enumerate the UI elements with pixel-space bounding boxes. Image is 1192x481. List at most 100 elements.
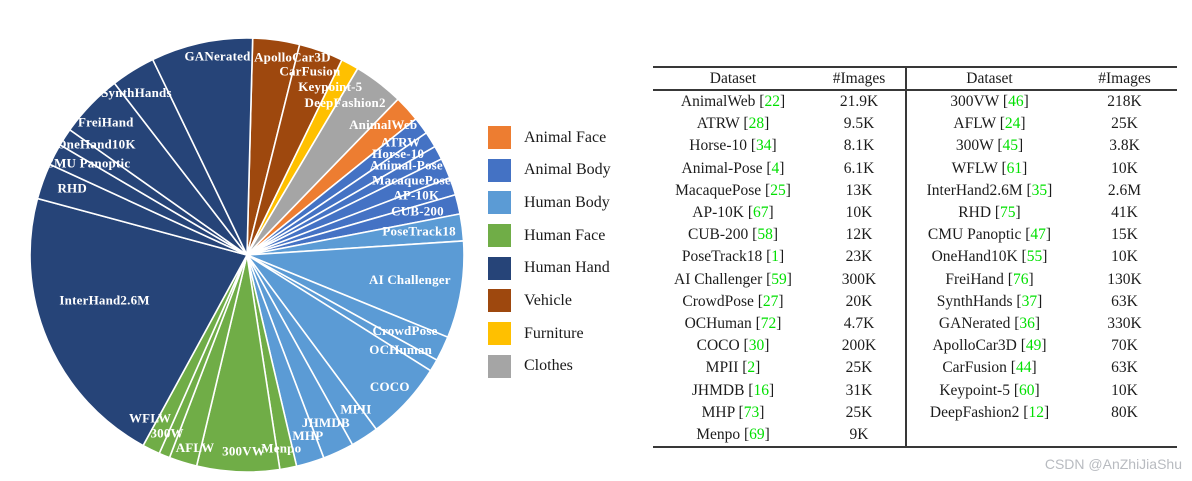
dataset-cell-ai-challenger: AI Challenger [59]: [674, 270, 792, 288]
legend-swatch-human-body: [488, 191, 511, 215]
legend-label-furniture: Furniture: [524, 324, 584, 342]
images-cell-horse-10: 8.1K: [843, 137, 875, 155]
table-row: MacaquePose [25] 13K InterHand2.6M [35] 2.6…: [653, 179, 1177, 203]
images-cell-freihand: 130K: [1107, 270, 1142, 288]
citation-freihand: 76: [1012, 270, 1029, 288]
images-cell-ochuman: 4.7K: [843, 315, 875, 333]
pie-label-rhd: RHD: [57, 181, 87, 196]
citation-ap-10k: 67: [753, 204, 769, 222]
citation-cmu-panoptic: 47: [1030, 226, 1046, 244]
images-cell-animalweb: 21.9K: [839, 93, 879, 110]
pie-label-ochuman: OCHuman: [369, 342, 432, 357]
legend-label-clothes: Clothes: [524, 357, 573, 375]
dataset-cell-ochuman: OCHuman [72]: [684, 315, 782, 333]
dataset-cell-horse-10: Horse-10 [34]: [689, 137, 777, 155]
citation-ganerated: 36: [1019, 315, 1035, 333]
citation-mhp: 73: [743, 403, 760, 421]
pie-label-apollocar3d: ApolloCar3D: [254, 49, 331, 64]
pie-slice-interhand2-6m: [29, 197, 249, 447]
dataset-table: Dataset #Images Dataset #Images AnimalWeb […: [653, 66, 1177, 449]
pie-label-macaquepose: MacaquePose: [372, 173, 451, 188]
citation-synthhands: 37: [1021, 292, 1038, 310]
pie-label-menpo: Menpo: [261, 440, 301, 455]
citation-cub-200: 58: [757, 226, 773, 244]
pie-label-coco: COCO: [370, 379, 410, 394]
pie-slice-ai-challenger: [246, 240, 465, 339]
images-cell-cmu-panoptic: 15K: [1111, 226, 1138, 244]
pie-label-keypoint-5: Keypoint-5: [298, 79, 362, 94]
pie-label-crowdpose: CrowdPose: [372, 323, 437, 338]
images-cell-ap-10k: 10K: [845, 204, 873, 222]
dataset-cell-crowdpose: CrowdPose [27]: [682, 292, 784, 310]
pie-label-animalweb: AnimalWeb: [349, 117, 417, 132]
dataset-cell-freihand: FreiHand [76]: [905, 268, 1072, 291]
images-cell-ai-challenger: 300K: [841, 270, 877, 288]
pie-label-ai-challenger: AI Challenger: [369, 272, 451, 287]
pie-slice-ganerated: [151, 37, 254, 256]
citation-jhmdb: 16: [753, 381, 769, 399]
citation-horse-10: 34: [756, 137, 772, 155]
pie-label-aflw: AFLW: [176, 440, 215, 455]
images-cell-coco: 200K: [841, 337, 877, 355]
legend-swatch-animal-body: [488, 158, 511, 182]
table-row: ATRW [28] 9.5K AFLW [24] 25K: [653, 113, 1177, 136]
dataset-cell-wflw: WFLW [61]: [905, 157, 1072, 180]
pie-label-mhp: MHP: [292, 428, 323, 443]
legend-label-human-hand: Human Hand: [524, 259, 610, 277]
citation-mpii: 2: [747, 359, 756, 377]
images-cell-interhand2-6m: 2.6M: [1107, 181, 1142, 199]
table-row: PoseTrack18 [1] 23K OneHand10K [55] 10K: [653, 246, 1177, 269]
citation-rhd: 75: [1000, 204, 1016, 222]
watermark-text: CSDN @AnZhiJiaShu: [1044, 456, 1182, 472]
table-row: AP-10K [67] 10K RHD [75] 41K: [653, 202, 1177, 225]
pie-chart: ApolloCar3DCarFusionKeypoint-5DeepFashio…: [29, 37, 465, 473]
table-row: Menpo [69] 9K: [653, 424, 1177, 448]
dataset-cell-300vw: 300VW [46]: [905, 90, 1072, 114]
citation-coco: 30: [748, 337, 765, 355]
table-row: MPII [2] 25K CarFusion [44] 63K: [653, 357, 1177, 380]
citation-aflw: 24: [1004, 115, 1021, 133]
dataset-cell-cmu-panoptic: CMU Panoptic [47]: [905, 224, 1072, 247]
dataset-cell-mpii: MPII [2]: [705, 359, 761, 377]
table-row: CrowdPose [27] 20K SynthHands [37] 63K: [653, 290, 1177, 314]
pie-label-mpii: MPII: [340, 401, 371, 416]
pie-legend: Animal Face Animal Body Human Body Human Fa…: [488, 126, 611, 388]
table-header-images-right: #Images: [1072, 67, 1177, 91]
table-row: MHP [73] 25K DeepFashion2 [12] 80K: [653, 401, 1177, 425]
images-cell-synthhands: 63K: [1111, 292, 1138, 310]
legend-label-vehicle: Vehicle: [524, 291, 572, 309]
dataset-cell-cub-200: CUB-200 [58]: [688, 226, 778, 244]
images-cell-menpo: 9K: [849, 426, 869, 444]
pie-label-atrw: ATRW: [381, 134, 421, 149]
pie-label-ap-10k: AP-10K: [393, 188, 440, 203]
table-row: OCHuman [72] 4.7K GANerated [36] 330K: [653, 313, 1177, 336]
images-cell-rhd: 41K: [1111, 204, 1138, 222]
dataset-cell-interhand2-6m: InterHand2.6M [35]: [905, 179, 1072, 203]
pie-label-horse-10: Horse-10: [372, 146, 424, 161]
pie-label-freihand: FreiHand: [78, 114, 134, 129]
dataset-cell-coco: COCO [30]: [696, 337, 770, 355]
legend-swatch-vehicle: [488, 289, 511, 313]
pie-label-onehand10k: OneHand10K: [56, 136, 136, 151]
citation-ochuman: 72: [760, 315, 777, 333]
images-cell-crowdpose: 20K: [845, 292, 873, 310]
dataset-cell-ganerated: GANerated [36]: [905, 313, 1072, 336]
dataset-cell-animal-pose: Animal-Pose [4]: [681, 159, 785, 177]
legend-item-human-body: Human Body: [488, 191, 611, 215]
citation-macaquepose: 25: [770, 181, 786, 199]
table-row: CUB-200 [58] 12K CMU Panoptic [47] 15K: [653, 224, 1177, 247]
pie-label-jhmdb: JHMDB: [302, 415, 350, 430]
pie-label-300w: 300W: [150, 425, 183, 440]
dataset-cell-keypoint-5: Keypoint-5 [60]: [905, 379, 1072, 402]
table-header-images-left: #Images: [813, 67, 906, 91]
citation-wflw: 61: [1006, 159, 1023, 177]
dataset-table-grid: Dataset #Images Dataset #Images AnimalWeb […: [653, 66, 1177, 449]
dataset-cell-macaquepose: MacaquePose [25]: [675, 181, 791, 199]
citation-carfusion: 44: [1015, 359, 1032, 377]
images-cell-aflw: 25K: [1111, 115, 1138, 133]
citation-crowdpose: 27: [762, 292, 779, 310]
table-body: AnimalWeb [22] 21.9K 300VW [46] 218K ATRW [2…: [653, 90, 1177, 448]
pie-label-deepfashion2: DeepFashion2: [305, 95, 386, 110]
images-cell-onehand10k: 10K: [1111, 248, 1138, 266]
legend-item-human-hand: Human Hand: [488, 256, 611, 280]
